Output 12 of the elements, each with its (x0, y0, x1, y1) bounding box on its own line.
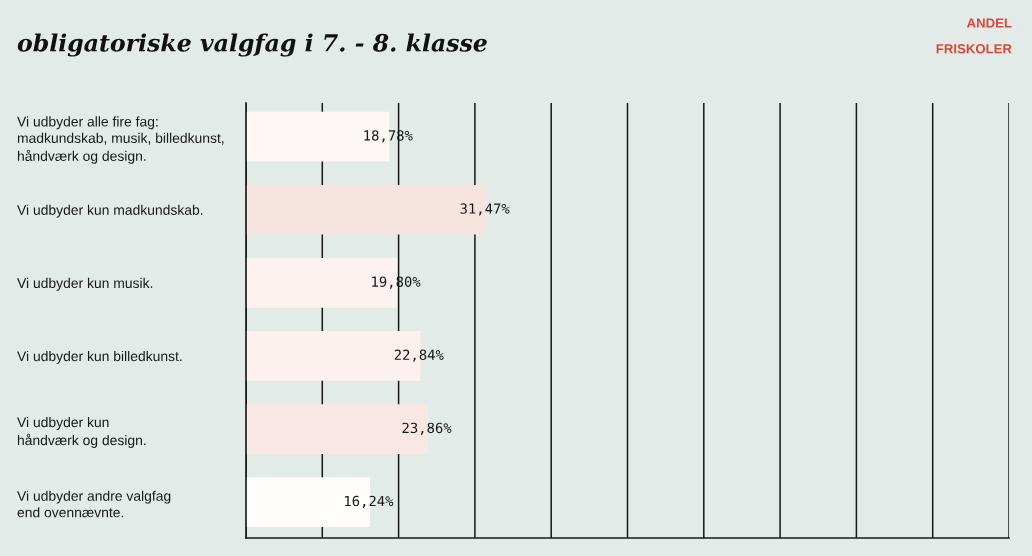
y-tick-label: Vi udbyder alle fire fag: madkundskab, musik, billedkunst, håndværk og design. (17, 116, 224, 164)
chart-title: obligatoriske valgfag i 7. - 8. klasse (17, 33, 487, 57)
y-tick-label: Vi udbyder kun musik. (17, 277, 153, 291)
data-label: 16,24% (345, 495, 394, 508)
y-tick-label: Vi udbyder kun madkundskab. (17, 204, 203, 218)
y-tick-label: Vi udbyder andre valgfag end ovennævnte. (17, 490, 171, 518)
y-tick-label: Vi udbyder kun håndværk og design. (17, 417, 146, 448)
y-tick-label: Vi udbyder kun billedkunst. (17, 350, 182, 364)
data-label: 31,47% (460, 203, 510, 216)
data-label: 22,84% (394, 349, 444, 362)
data-label: 23,86% (402, 422, 452, 435)
text: ANDEL FRISKOLER (936, 18, 1012, 54)
